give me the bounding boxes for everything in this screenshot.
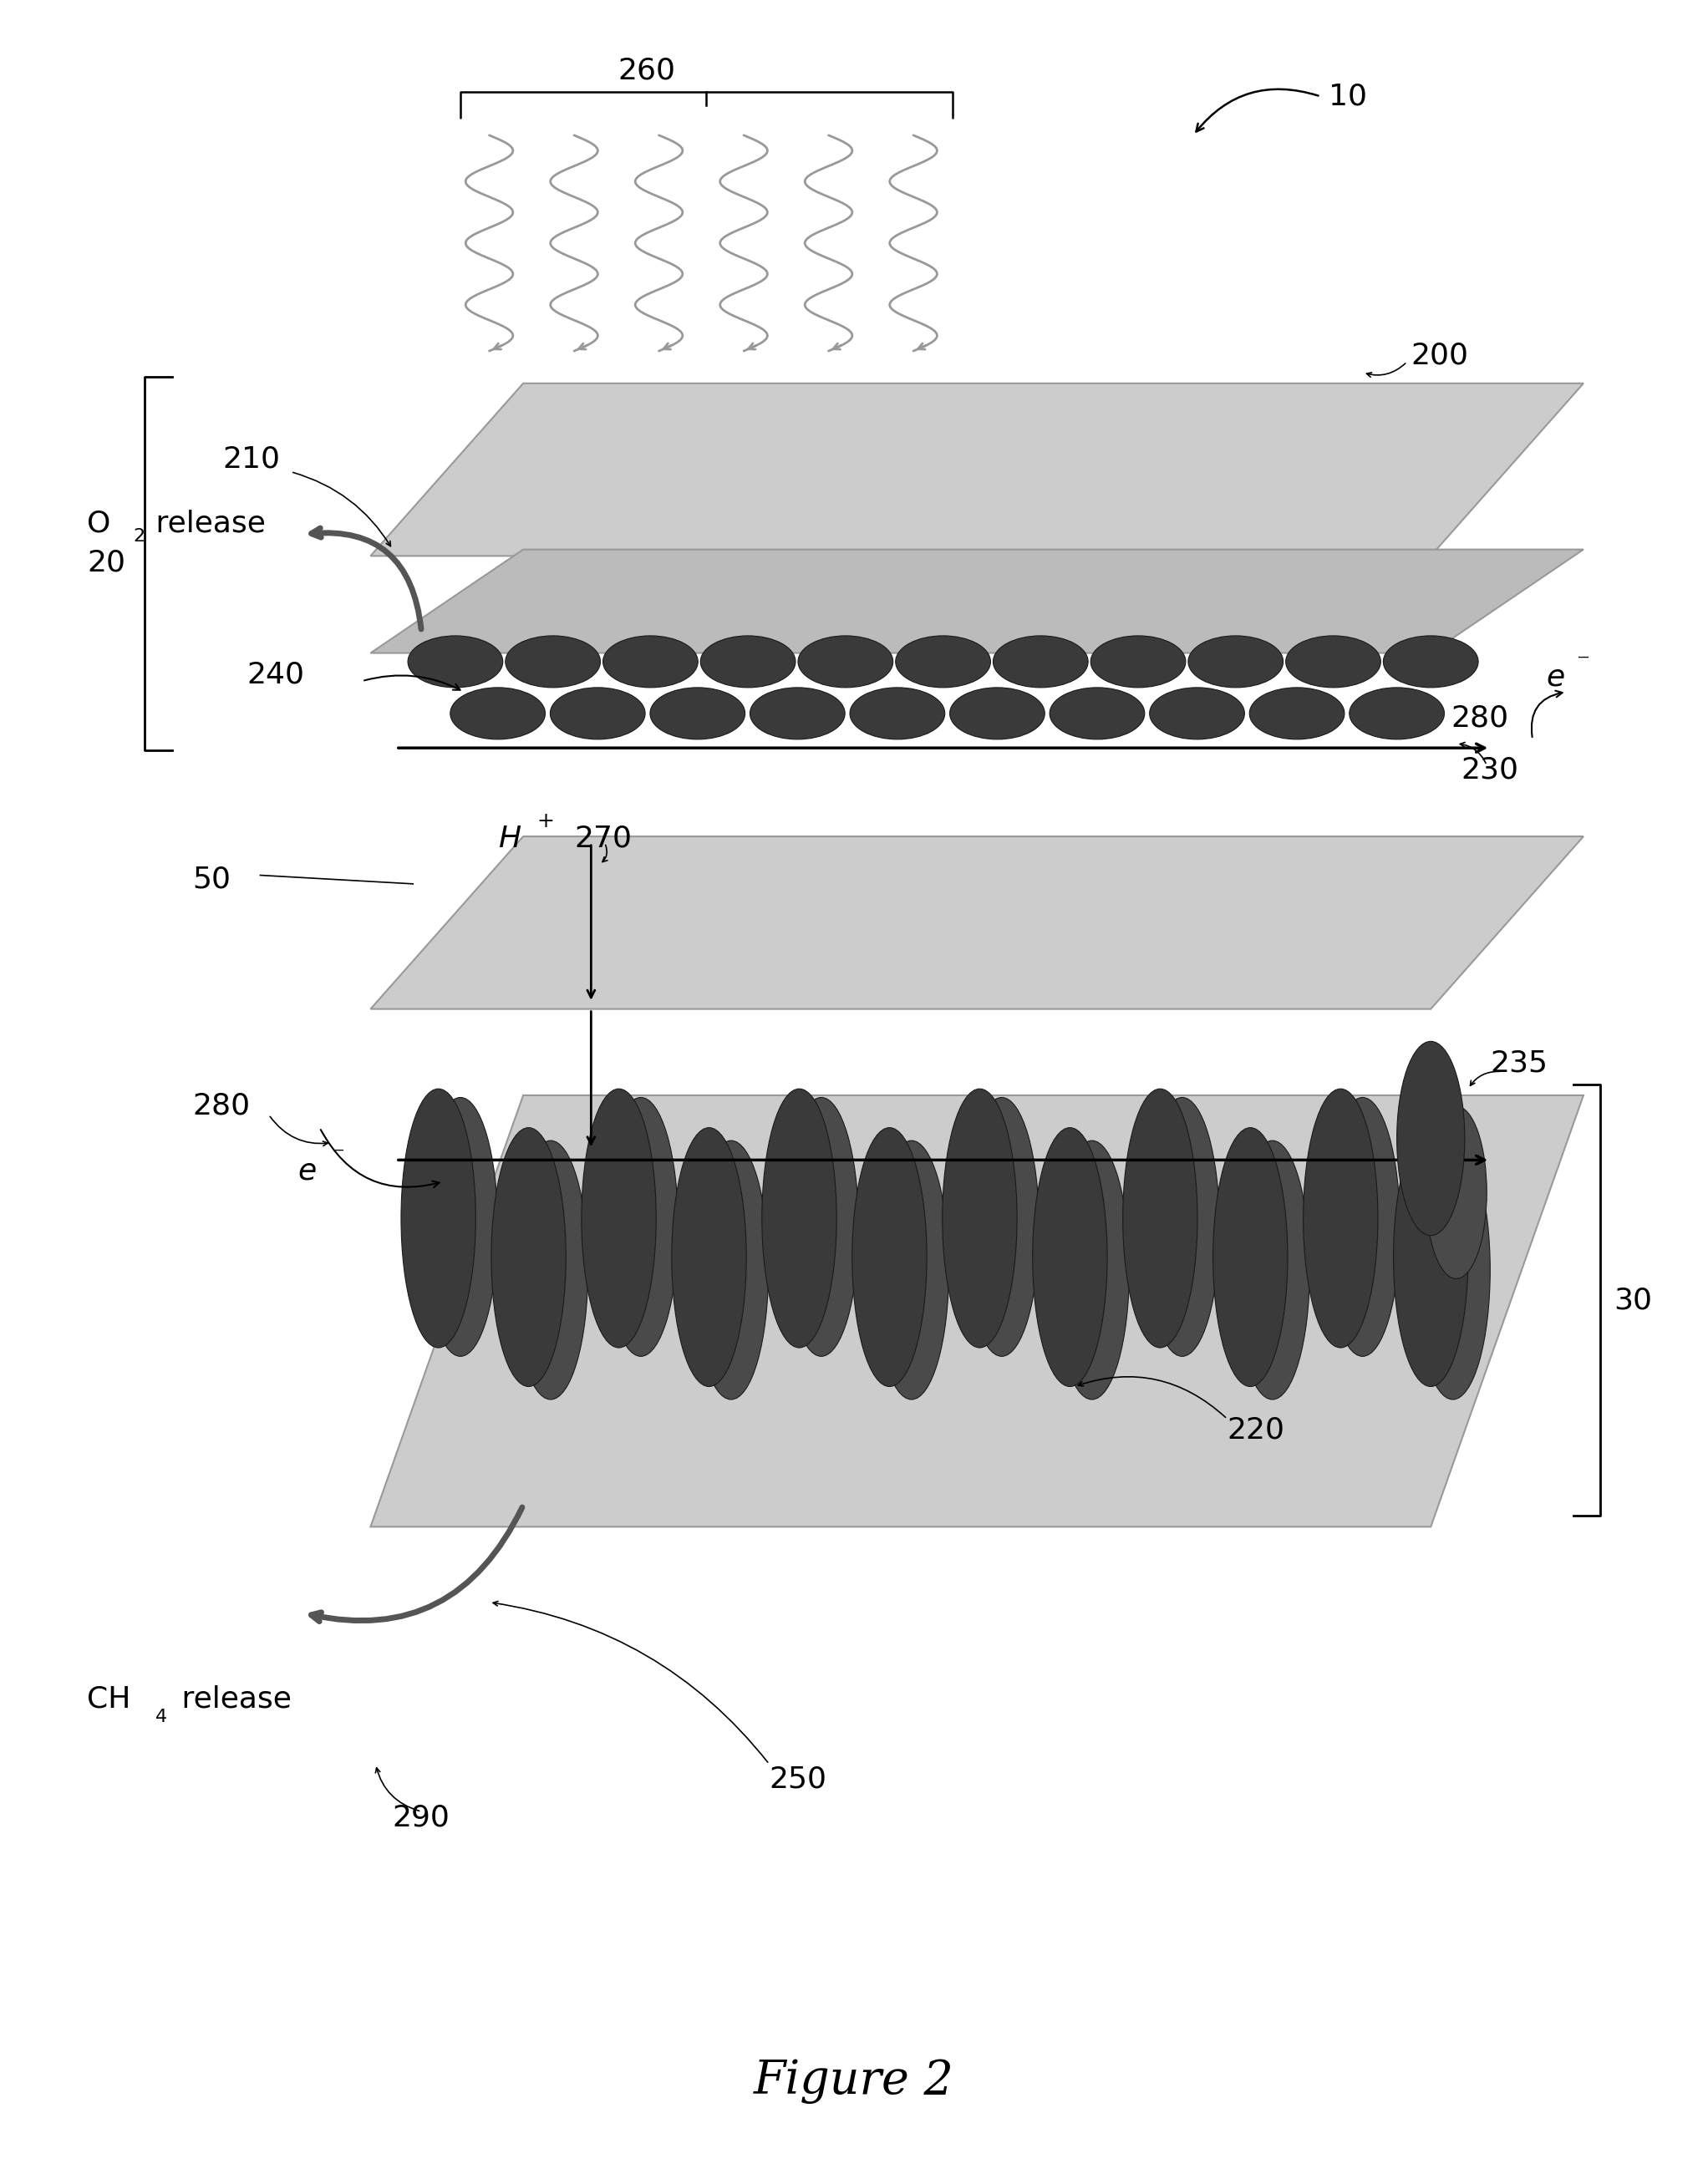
Ellipse shape [1250, 688, 1344, 740]
Text: 200: 200 [1411, 341, 1469, 369]
Ellipse shape [1397, 1041, 1465, 1236]
Ellipse shape [750, 688, 845, 740]
Text: 280: 280 [1452, 703, 1508, 731]
Ellipse shape [874, 1141, 950, 1399]
Text: 4: 4 [155, 1709, 167, 1724]
Text: Figure 2: Figure 2 [753, 2058, 955, 2104]
Ellipse shape [784, 1098, 859, 1356]
Ellipse shape [506, 636, 601, 688]
Ellipse shape [1050, 688, 1144, 740]
Text: 280: 280 [193, 1091, 249, 1119]
Ellipse shape [1122, 1089, 1197, 1347]
Ellipse shape [1091, 636, 1185, 688]
Text: O: O [87, 510, 111, 538]
Ellipse shape [401, 1089, 477, 1347]
Ellipse shape [1235, 1141, 1310, 1399]
Text: 235: 235 [1489, 1050, 1547, 1078]
Text: 250: 250 [769, 1766, 827, 1794]
Text: release: release [173, 1685, 292, 1714]
Ellipse shape [943, 1089, 1016, 1347]
Text: 50: 50 [193, 865, 231, 894]
Ellipse shape [895, 636, 991, 688]
Polygon shape [371, 837, 1583, 1009]
Text: CH: CH [87, 1685, 132, 1714]
Ellipse shape [1426, 1106, 1486, 1280]
Text: 20: 20 [87, 549, 126, 577]
Ellipse shape [550, 688, 646, 740]
Ellipse shape [1054, 1141, 1129, 1399]
Text: H: H [497, 824, 521, 852]
Ellipse shape [514, 1141, 588, 1399]
Ellipse shape [581, 1089, 656, 1347]
Text: 10: 10 [1329, 82, 1368, 111]
Ellipse shape [492, 1128, 565, 1386]
Ellipse shape [1033, 1128, 1107, 1386]
Text: 2: 2 [133, 529, 145, 544]
Text: 230: 230 [1462, 755, 1518, 783]
Ellipse shape [671, 1128, 746, 1386]
Text: ⁻: ⁻ [1576, 651, 1590, 675]
Text: 270: 270 [574, 824, 632, 852]
Ellipse shape [950, 688, 1045, 740]
Ellipse shape [762, 1089, 837, 1347]
Ellipse shape [1394, 1128, 1469, 1386]
Text: 220: 220 [1228, 1416, 1284, 1445]
Text: release: release [147, 510, 266, 538]
Ellipse shape [1149, 688, 1245, 740]
Polygon shape [371, 549, 1583, 653]
Ellipse shape [603, 1098, 678, 1356]
Text: e: e [297, 1156, 316, 1184]
Ellipse shape [851, 688, 945, 740]
Ellipse shape [1383, 636, 1477, 688]
Text: 30: 30 [1614, 1286, 1652, 1314]
Ellipse shape [1349, 688, 1445, 740]
Ellipse shape [1189, 636, 1283, 688]
Ellipse shape [408, 636, 502, 688]
Ellipse shape [451, 688, 545, 740]
Ellipse shape [700, 636, 796, 688]
Ellipse shape [1213, 1128, 1288, 1386]
Ellipse shape [1416, 1141, 1489, 1399]
Ellipse shape [852, 1128, 927, 1386]
Text: e: e [1546, 664, 1565, 692]
Text: 240: 240 [246, 659, 304, 690]
Text: ⁻: ⁻ [331, 1143, 345, 1167]
Ellipse shape [1286, 636, 1380, 688]
Text: 260: 260 [618, 56, 676, 85]
Ellipse shape [1303, 1089, 1378, 1347]
Ellipse shape [603, 636, 699, 688]
Ellipse shape [1325, 1098, 1401, 1356]
Polygon shape [371, 384, 1583, 555]
Ellipse shape [424, 1098, 497, 1356]
Text: +: + [536, 811, 553, 831]
Ellipse shape [693, 1141, 769, 1399]
Ellipse shape [992, 636, 1088, 688]
Text: 290: 290 [393, 1805, 451, 1833]
Text: 210: 210 [224, 445, 280, 473]
Ellipse shape [1144, 1098, 1220, 1356]
Polygon shape [371, 1095, 1583, 1527]
Ellipse shape [798, 636, 893, 688]
Ellipse shape [651, 688, 745, 740]
Ellipse shape [965, 1098, 1038, 1356]
